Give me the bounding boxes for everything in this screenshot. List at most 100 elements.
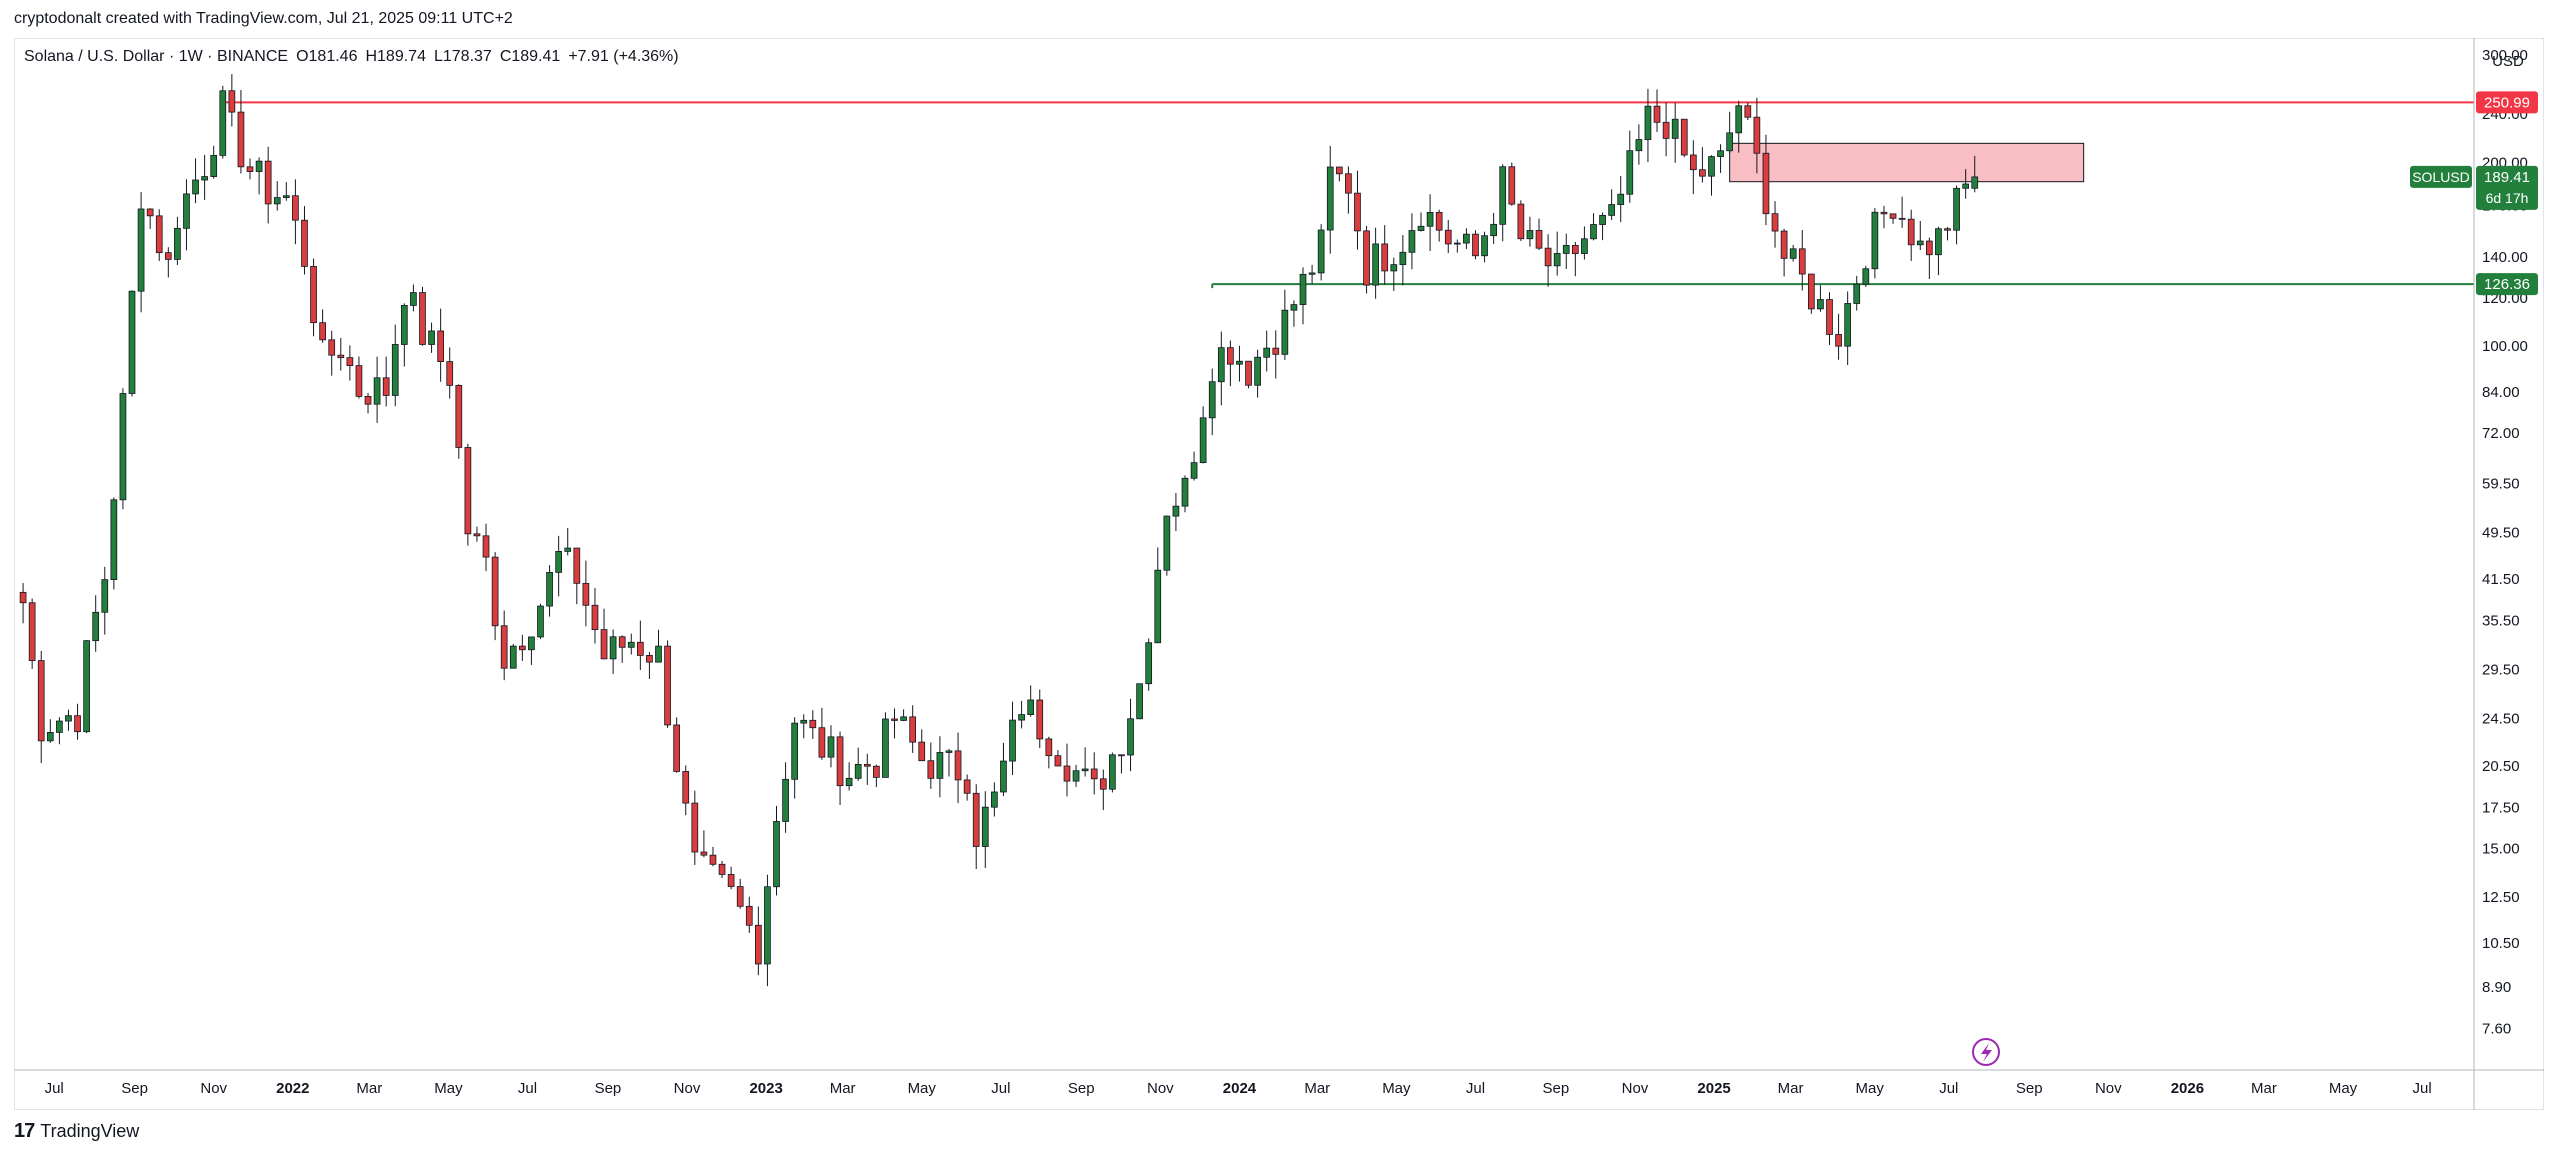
tradingview-footer[interactable]: 17 TradingView — [14, 1120, 139, 1143]
candle-down — [146, 208, 154, 217]
candle-up — [273, 197, 281, 205]
candle-up — [1717, 150, 1724, 157]
candle-down — [301, 219, 308, 267]
candle-up — [391, 344, 399, 396]
candle-down — [1744, 105, 1752, 118]
candle-up — [981, 806, 989, 847]
candle-down — [228, 90, 236, 113]
candle-up — [1254, 356, 1261, 386]
candle-down — [1699, 169, 1706, 177]
candle-down — [618, 636, 626, 648]
candle-up — [1789, 248, 1797, 259]
candle-up — [101, 579, 109, 613]
candle-up — [1109, 754, 1116, 790]
candle-up — [1617, 193, 1625, 205]
time-tick-label: 2022 — [276, 1080, 309, 1097]
price-tick-label: 7.60 — [2482, 1021, 2511, 1038]
time-tick-label: Mar — [356, 1080, 382, 1097]
candle-up — [900, 716, 907, 721]
candle-down — [382, 377, 390, 396]
candle-down — [1571, 244, 1579, 254]
candle-down — [972, 792, 980, 847]
candle-up — [1163, 515, 1171, 571]
candle-up — [1136, 683, 1143, 720]
candle-up — [92, 611, 100, 642]
candle-down — [1363, 230, 1370, 286]
time-tick-label: Sep — [1068, 1080, 1095, 1097]
candle-down — [954, 750, 962, 781]
candle-up — [373, 377, 381, 405]
candle-up — [1971, 176, 1979, 189]
time-tick-label: May — [1382, 1080, 1411, 1097]
candle-up — [945, 750, 953, 753]
candle-up — [1390, 264, 1398, 272]
candle-down — [1118, 754, 1125, 757]
candle-down — [164, 252, 172, 260]
candle-up — [1608, 204, 1615, 216]
candle-down — [718, 863, 726, 875]
candle-up — [1290, 304, 1298, 311]
candle-up — [1599, 214, 1606, 225]
candle-up — [110, 499, 118, 581]
candle-up — [546, 571, 553, 607]
time-tick-label: Jul — [1466, 1080, 1485, 1097]
candle-down — [1807, 273, 1815, 310]
candle-down — [1835, 334, 1842, 347]
candle-down — [927, 760, 935, 779]
candle-up — [1481, 235, 1488, 257]
candle-up — [1935, 228, 1942, 256]
candle-up — [655, 645, 662, 663]
candle-down — [246, 166, 254, 172]
candle-up — [528, 636, 535, 651]
candle-down — [591, 604, 599, 631]
candle-up — [137, 208, 145, 292]
candle-down — [491, 556, 499, 627]
candle-down — [319, 322, 326, 341]
time-tick-label: May — [1856, 1080, 1885, 1097]
candle-down — [1944, 228, 1951, 231]
candle-down — [1689, 154, 1697, 171]
candle-down — [355, 365, 363, 397]
candle-down — [1680, 118, 1688, 156]
candle-up — [1172, 505, 1180, 517]
time-tick-label: Mar — [830, 1080, 856, 1097]
candle-up — [1072, 770, 1080, 782]
candle-down — [1926, 240, 1933, 256]
candle-up — [1735, 105, 1743, 134]
candle-up — [201, 176, 208, 181]
candle-down — [1099, 778, 1107, 790]
candle-down — [500, 625, 508, 669]
candle-up — [1009, 719, 1016, 762]
candle-up — [764, 886, 771, 965]
chart-pane[interactable] — [14, 38, 2544, 1110]
candle-up — [1417, 225, 1425, 231]
candle-up — [1372, 243, 1379, 286]
price-tick-label: 24.50 — [2482, 711, 2520, 728]
candle-up — [1000, 760, 1007, 793]
time-tick-label: Jul — [991, 1080, 1010, 1097]
candle-up — [1299, 273, 1307, 305]
candle-up — [1145, 642, 1153, 685]
candle-down — [1444, 229, 1452, 245]
candle-down — [863, 764, 871, 767]
price-tick-label: 84.00 — [2482, 384, 2520, 401]
candle-up — [400, 305, 408, 345]
candle-down — [646, 655, 653, 663]
events-lightning-icon[interactable] — [1972, 1038, 2000, 1066]
time-tick-label: Mar — [1778, 1080, 1804, 1097]
candle-up — [1916, 240, 1924, 246]
price-tick-label: 17.50 — [2482, 800, 2520, 817]
supply-zone-rectangle[interactable] — [1729, 142, 2085, 183]
candle-up — [845, 777, 853, 787]
candle-up — [1526, 230, 1534, 240]
candle-up — [1463, 233, 1470, 244]
time-tick-label: Sep — [121, 1080, 148, 1097]
candle-down — [28, 602, 36, 662]
candle-up — [1208, 381, 1216, 419]
candle-up — [219, 90, 227, 156]
candle-down — [518, 645, 526, 651]
candle-up — [1635, 139, 1643, 152]
candle-down — [1898, 217, 1906, 220]
candle-up — [1581, 238, 1588, 254]
